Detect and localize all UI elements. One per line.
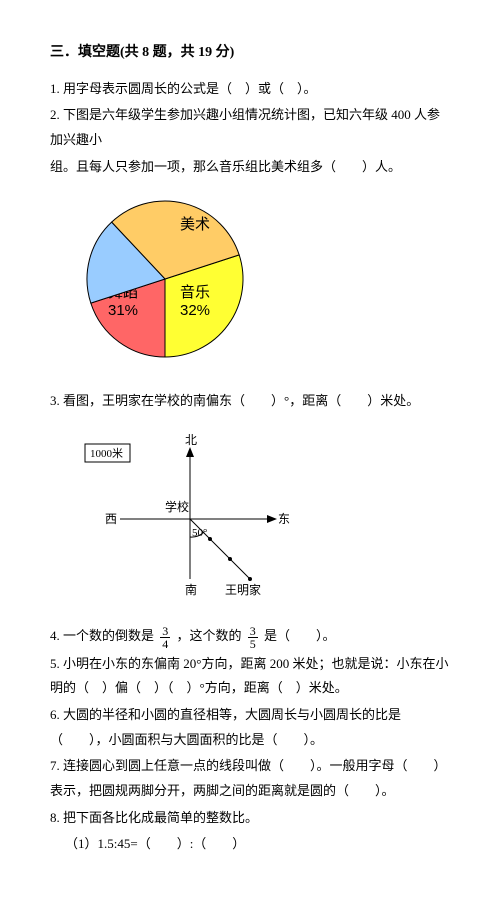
- target-label: 王明家: [225, 582, 261, 597]
- question-3: 3. 看图，王明家在学校的南偏东（ ）°，距离（ ）米处。: [50, 389, 450, 414]
- fraction-1: 34: [160, 625, 170, 650]
- dir-north: 北: [185, 433, 197, 447]
- question-8: 8. 把下面各比化成最简单的整数比。: [50, 806, 450, 831]
- svg-text:32%: 32%: [180, 302, 210, 319]
- q4-part-a: 4. 一个数的倒数是: [50, 628, 154, 643]
- svg-text:音乐: 音乐: [180, 284, 210, 301]
- map-svg: 1000米 北 南 东 西 学校 50° 王明家: [80, 429, 300, 609]
- question-6: 6. 大圆的半径和小圆的直径相等，大圆周长与小圆周长的比是（ ），小圆面积与大圆…: [50, 703, 450, 752]
- pie-chart: 科技20%舞蹈31%音乐32%美术: [70, 189, 270, 369]
- q4-part-b: ，这个数的: [177, 628, 242, 643]
- fraction-2: 35: [248, 625, 258, 650]
- question-1: 1. 用字母表示圆周长的公式是（ ）或（ ）。: [50, 77, 450, 102]
- scale-label: 1000米: [90, 447, 123, 460]
- q4-part-c: 是（ ）。: [264, 628, 336, 643]
- section-title: 三．填空题(共 8 题，共 19 分): [50, 40, 450, 67]
- dir-east: 东: [278, 512, 290, 526]
- angle-label: 50°: [192, 527, 207, 539]
- question-8a: （1）1.5:45=（ ）:（ ）: [65, 832, 450, 857]
- svg-text:美术: 美术: [180, 216, 210, 233]
- question-2-line2: 组。且每人只参加一项，那么音乐组比美术组多（ ）人。: [50, 155, 450, 180]
- svg-text:31%: 31%: [108, 302, 138, 319]
- question-7: 7. 连接圆心到圆上任意一点的线段叫做（ ）。一般用字母（ ）表示，把圆规两脚分…: [50, 754, 450, 803]
- dir-west: 西: [105, 512, 117, 526]
- direction-map: 1000米 北 南 东 西 学校 50° 王明家: [80, 429, 300, 609]
- question-4: 4. 一个数的倒数是 34 ，这个数的 35 是（ ）。: [50, 624, 450, 650]
- question-2-line1: 2. 下图是六年级学生参加兴趣小组情况统计图，已知六年级 400 人参加兴趣小: [50, 103, 450, 152]
- dir-south: 南: [185, 582, 197, 597]
- center-label: 学校: [165, 499, 189, 514]
- question-5: 5. 小明在小东的东偏南 20°方向，距离 200 米处；也就是说：小东在小明的…: [50, 652, 450, 701]
